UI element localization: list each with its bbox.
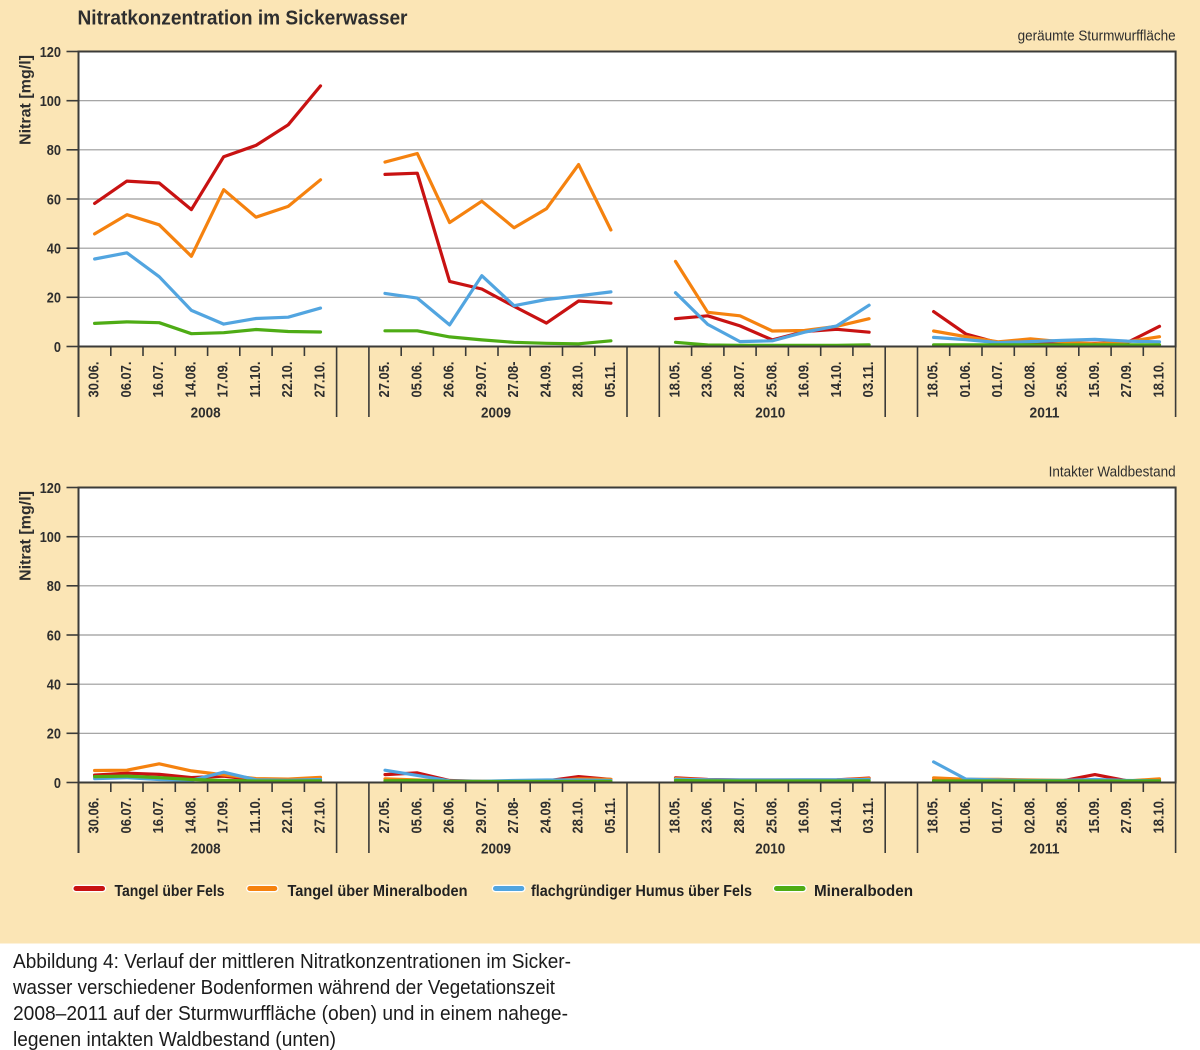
svg-text:18.10.: 18.10. bbox=[1151, 362, 1168, 398]
svg-text:80: 80 bbox=[47, 142, 61, 159]
svg-text:05.11.: 05.11. bbox=[602, 798, 619, 834]
svg-text:06.07.: 06.07. bbox=[118, 362, 135, 398]
svg-text:11.10.: 11.10. bbox=[247, 798, 264, 834]
svg-text:29.07.: 29.07. bbox=[473, 362, 490, 398]
svg-text:02.08.: 02.08. bbox=[1021, 362, 1038, 398]
svg-text:28.07.: 28.07. bbox=[731, 362, 748, 398]
svg-text:23.06.: 23.06. bbox=[699, 362, 716, 398]
svg-text:22.10.: 22.10. bbox=[279, 362, 296, 398]
svg-text:2010: 2010 bbox=[755, 842, 785, 858]
svg-text:Mineralboden: Mineralboden bbox=[814, 883, 913, 900]
svg-text:28.07.: 28.07. bbox=[731, 798, 748, 834]
svg-text:16.09.: 16.09. bbox=[796, 362, 813, 398]
svg-text:27.10.: 27.10. bbox=[312, 362, 329, 398]
svg-text:01.07.: 01.07. bbox=[989, 362, 1006, 398]
svg-text:25.08.: 25.08. bbox=[763, 362, 780, 398]
svg-text:15.09.: 15.09. bbox=[1086, 798, 1103, 834]
svg-text:Intakter Waldbestand: Intakter Waldbestand bbox=[1049, 464, 1176, 481]
svg-text:11.10.: 11.10. bbox=[247, 362, 264, 398]
svg-text:2009: 2009 bbox=[481, 842, 511, 858]
svg-text:03.11.: 03.11. bbox=[860, 362, 877, 398]
svg-text:2009: 2009 bbox=[481, 406, 511, 422]
svg-text:17.09.: 17.09. bbox=[215, 798, 232, 834]
svg-text:Nitratkonzentration im Sickerw: Nitratkonzentration im Sickerwasser bbox=[78, 8, 408, 30]
svg-text:wasser verschiedener Bodenform: wasser verschiedener Bodenformen während… bbox=[12, 977, 555, 999]
svg-text:25.08.: 25.08. bbox=[1054, 362, 1071, 398]
svg-text:05.06.: 05.06. bbox=[408, 798, 425, 834]
svg-text:01.06.: 01.06. bbox=[957, 362, 974, 398]
svg-text:28.10.: 28.10. bbox=[570, 798, 587, 834]
svg-text:20: 20 bbox=[47, 290, 61, 307]
svg-text:03.11.: 03.11. bbox=[860, 798, 877, 834]
svg-text:2008: 2008 bbox=[191, 406, 221, 422]
svg-text:2008: 2008 bbox=[191, 842, 221, 858]
svg-text:Tangel über Mineralboden: Tangel über Mineralboden bbox=[288, 883, 468, 900]
svg-text:15.09.: 15.09. bbox=[1086, 362, 1103, 398]
svg-text:14.10.: 14.10. bbox=[828, 798, 845, 834]
svg-text:14.08.: 14.08. bbox=[182, 362, 199, 398]
svg-text:2010: 2010 bbox=[755, 406, 785, 422]
svg-text:01.06.: 01.06. bbox=[957, 798, 974, 834]
svg-text:Nitrat [mg/l]: Nitrat [mg/l] bbox=[18, 55, 35, 145]
svg-text:29.07.: 29.07. bbox=[473, 798, 490, 834]
svg-text:26.06.: 26.06. bbox=[441, 798, 458, 834]
svg-text:18.05.: 18.05. bbox=[925, 798, 942, 834]
svg-text:40: 40 bbox=[47, 677, 61, 694]
svg-text:27.09.: 27.09. bbox=[1118, 362, 1135, 398]
svg-text:17.09.: 17.09. bbox=[215, 362, 232, 398]
svg-text:2011: 2011 bbox=[1030, 842, 1060, 858]
svg-text:flachgründiger Humus über Fels: flachgründiger Humus über Fels bbox=[531, 883, 752, 900]
svg-text:Nitrat [mg/l]: Nitrat [mg/l] bbox=[18, 491, 35, 581]
svg-text:60: 60 bbox=[47, 627, 61, 644]
svg-text:legenen intakten Waldbestand (: legenen intakten Waldbestand (unten) bbox=[13, 1029, 336, 1050]
svg-text:14.10.: 14.10. bbox=[828, 362, 845, 398]
svg-text:27.05.: 27.05. bbox=[376, 798, 393, 834]
svg-text:06.07.: 06.07. bbox=[118, 798, 135, 834]
svg-text:01.07.: 01.07. bbox=[989, 798, 1006, 834]
svg-text:05.11.: 05.11. bbox=[602, 362, 619, 398]
svg-text:27.05.: 27.05. bbox=[376, 362, 393, 398]
svg-text:24.09.: 24.09. bbox=[537, 362, 554, 398]
svg-text:geräumte Sturmwurffläche: geräumte Sturmwurffläche bbox=[1018, 28, 1176, 45]
svg-text:0: 0 bbox=[54, 775, 61, 792]
svg-text:2008–2011 auf der Sturmwurfflä: 2008–2011 auf der Sturmwurffläche (oben)… bbox=[13, 1003, 568, 1025]
svg-text:24.09.: 24.09. bbox=[537, 798, 554, 834]
svg-text:27.08-: 27.08- bbox=[505, 362, 522, 398]
svg-text:18.05.: 18.05. bbox=[667, 362, 684, 398]
svg-text:30.06.: 30.06. bbox=[86, 362, 103, 398]
svg-text:18.10.: 18.10. bbox=[1151, 798, 1168, 834]
svg-text:100: 100 bbox=[40, 529, 61, 546]
svg-text:30.06.: 30.06. bbox=[86, 798, 103, 834]
svg-text:16.07.: 16.07. bbox=[150, 798, 167, 834]
svg-text:27.10.: 27.10. bbox=[312, 798, 329, 834]
svg-text:22.10.: 22.10. bbox=[279, 798, 296, 834]
svg-text:27.09.: 27.09. bbox=[1118, 798, 1135, 834]
svg-text:60: 60 bbox=[47, 191, 61, 208]
svg-text:80: 80 bbox=[47, 578, 61, 595]
svg-text:100: 100 bbox=[40, 93, 61, 110]
svg-text:25.08.: 25.08. bbox=[1054, 798, 1071, 834]
svg-text:120: 120 bbox=[40, 44, 61, 61]
svg-text:2011: 2011 bbox=[1030, 406, 1060, 422]
svg-text:16.07.: 16.07. bbox=[150, 362, 167, 398]
svg-text:28.10.: 28.10. bbox=[570, 362, 587, 398]
svg-text:16.09.: 16.09. bbox=[796, 798, 813, 834]
svg-text:25.08.: 25.08. bbox=[763, 798, 780, 834]
svg-text:18.05.: 18.05. bbox=[925, 362, 942, 398]
svg-text:18.05.: 18.05. bbox=[667, 798, 684, 834]
svg-text:27.08-: 27.08- bbox=[505, 798, 522, 834]
svg-text:120: 120 bbox=[40, 480, 61, 497]
svg-text:20: 20 bbox=[47, 726, 61, 743]
svg-text:Abbildung 4: Verlauf der mittl: Abbildung 4: Verlauf der mittleren Nitra… bbox=[13, 951, 571, 973]
svg-text:40: 40 bbox=[47, 241, 61, 258]
svg-text:02.08.: 02.08. bbox=[1021, 798, 1038, 834]
svg-text:0: 0 bbox=[54, 339, 61, 356]
svg-text:23.06.: 23.06. bbox=[699, 798, 716, 834]
svg-text:05.06.: 05.06. bbox=[408, 362, 425, 398]
svg-text:14.08.: 14.08. bbox=[182, 798, 199, 834]
svg-text:26.06.: 26.06. bbox=[441, 362, 458, 398]
svg-text:Tangel über Fels: Tangel über Fels bbox=[115, 883, 225, 900]
